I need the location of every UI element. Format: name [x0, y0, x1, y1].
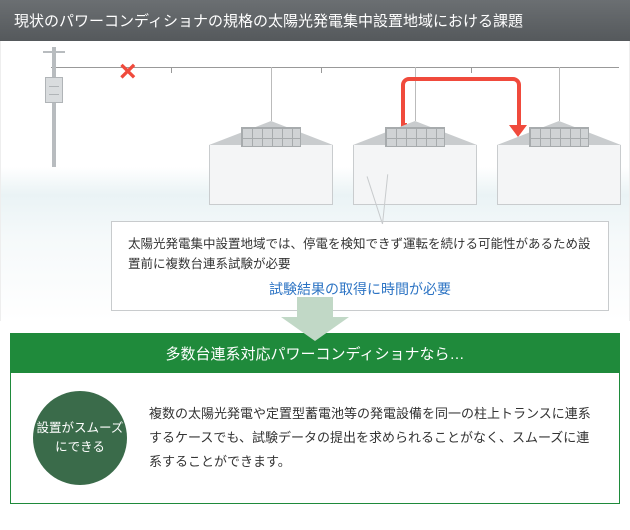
fault-x-icon: ×: [119, 55, 137, 89]
down-arrow-icon: [281, 317, 349, 341]
callout-pointer-icon: [382, 174, 422, 224]
line-tick: [171, 67, 172, 73]
house-icon: [497, 121, 621, 209]
transformer-icon: [45, 77, 63, 103]
reverse-flow-arrow-icon: [401, 77, 521, 127]
callout-emphasis: 試験結果の取得に時間が必要: [128, 278, 592, 300]
line-tick: [321, 67, 322, 73]
benefit-badge-text: 設置がスムーズ にできる: [37, 419, 124, 457]
problem-diagram: × 太陽光発電集中設置地域では、停電を検知できず運転を続ける可能性があるため設置…: [0, 41, 630, 321]
infographic-root: 現状のパワーコンディショナの規格の太陽光発電集中設置地域における課題 ×: [0, 0, 630, 530]
drop-line: [559, 67, 560, 121]
line-tick: [471, 67, 472, 73]
problem-callout: 太陽光発電集中設置地域では、停電を検知できず運転を続ける可能性があるため設置前に…: [111, 221, 609, 311]
solar-panel-icon: [385, 127, 445, 147]
solar-panel-icon: [241, 127, 301, 147]
house-icon: [209, 121, 333, 209]
header-title: 現状のパワーコンディショナの規格の太陽光発電集中設置地域における課題: [14, 13, 523, 30]
solution-box: 多数台連系対応パワーコンディショナなら… 設置がスムーズ にできる 複数の太陽光…: [10, 333, 620, 504]
drop-line: [271, 67, 272, 121]
header-bar: 現状のパワーコンディショナの規格の太陽光発電集中設置地域における課題: [0, 0, 630, 41]
solution-text: 複数の太陽光発電や定置型蓄電池等の発電設備を同一の柱上トランスに連系するケースで…: [149, 402, 597, 474]
solution-body-row: 設置がスムーズ にできる 複数の太陽光発電や定置型蓄電池等の発電設備を同一の柱上…: [11, 373, 619, 485]
utility-pole: [41, 47, 67, 167]
callout-body: 太陽光発電集中設置地域では、停電を検知できず運転を続ける可能性があるため設置前に…: [128, 234, 592, 274]
benefit-badge: 設置がスムーズ にできる: [33, 391, 127, 485]
solar-panel-icon: [529, 127, 589, 147]
